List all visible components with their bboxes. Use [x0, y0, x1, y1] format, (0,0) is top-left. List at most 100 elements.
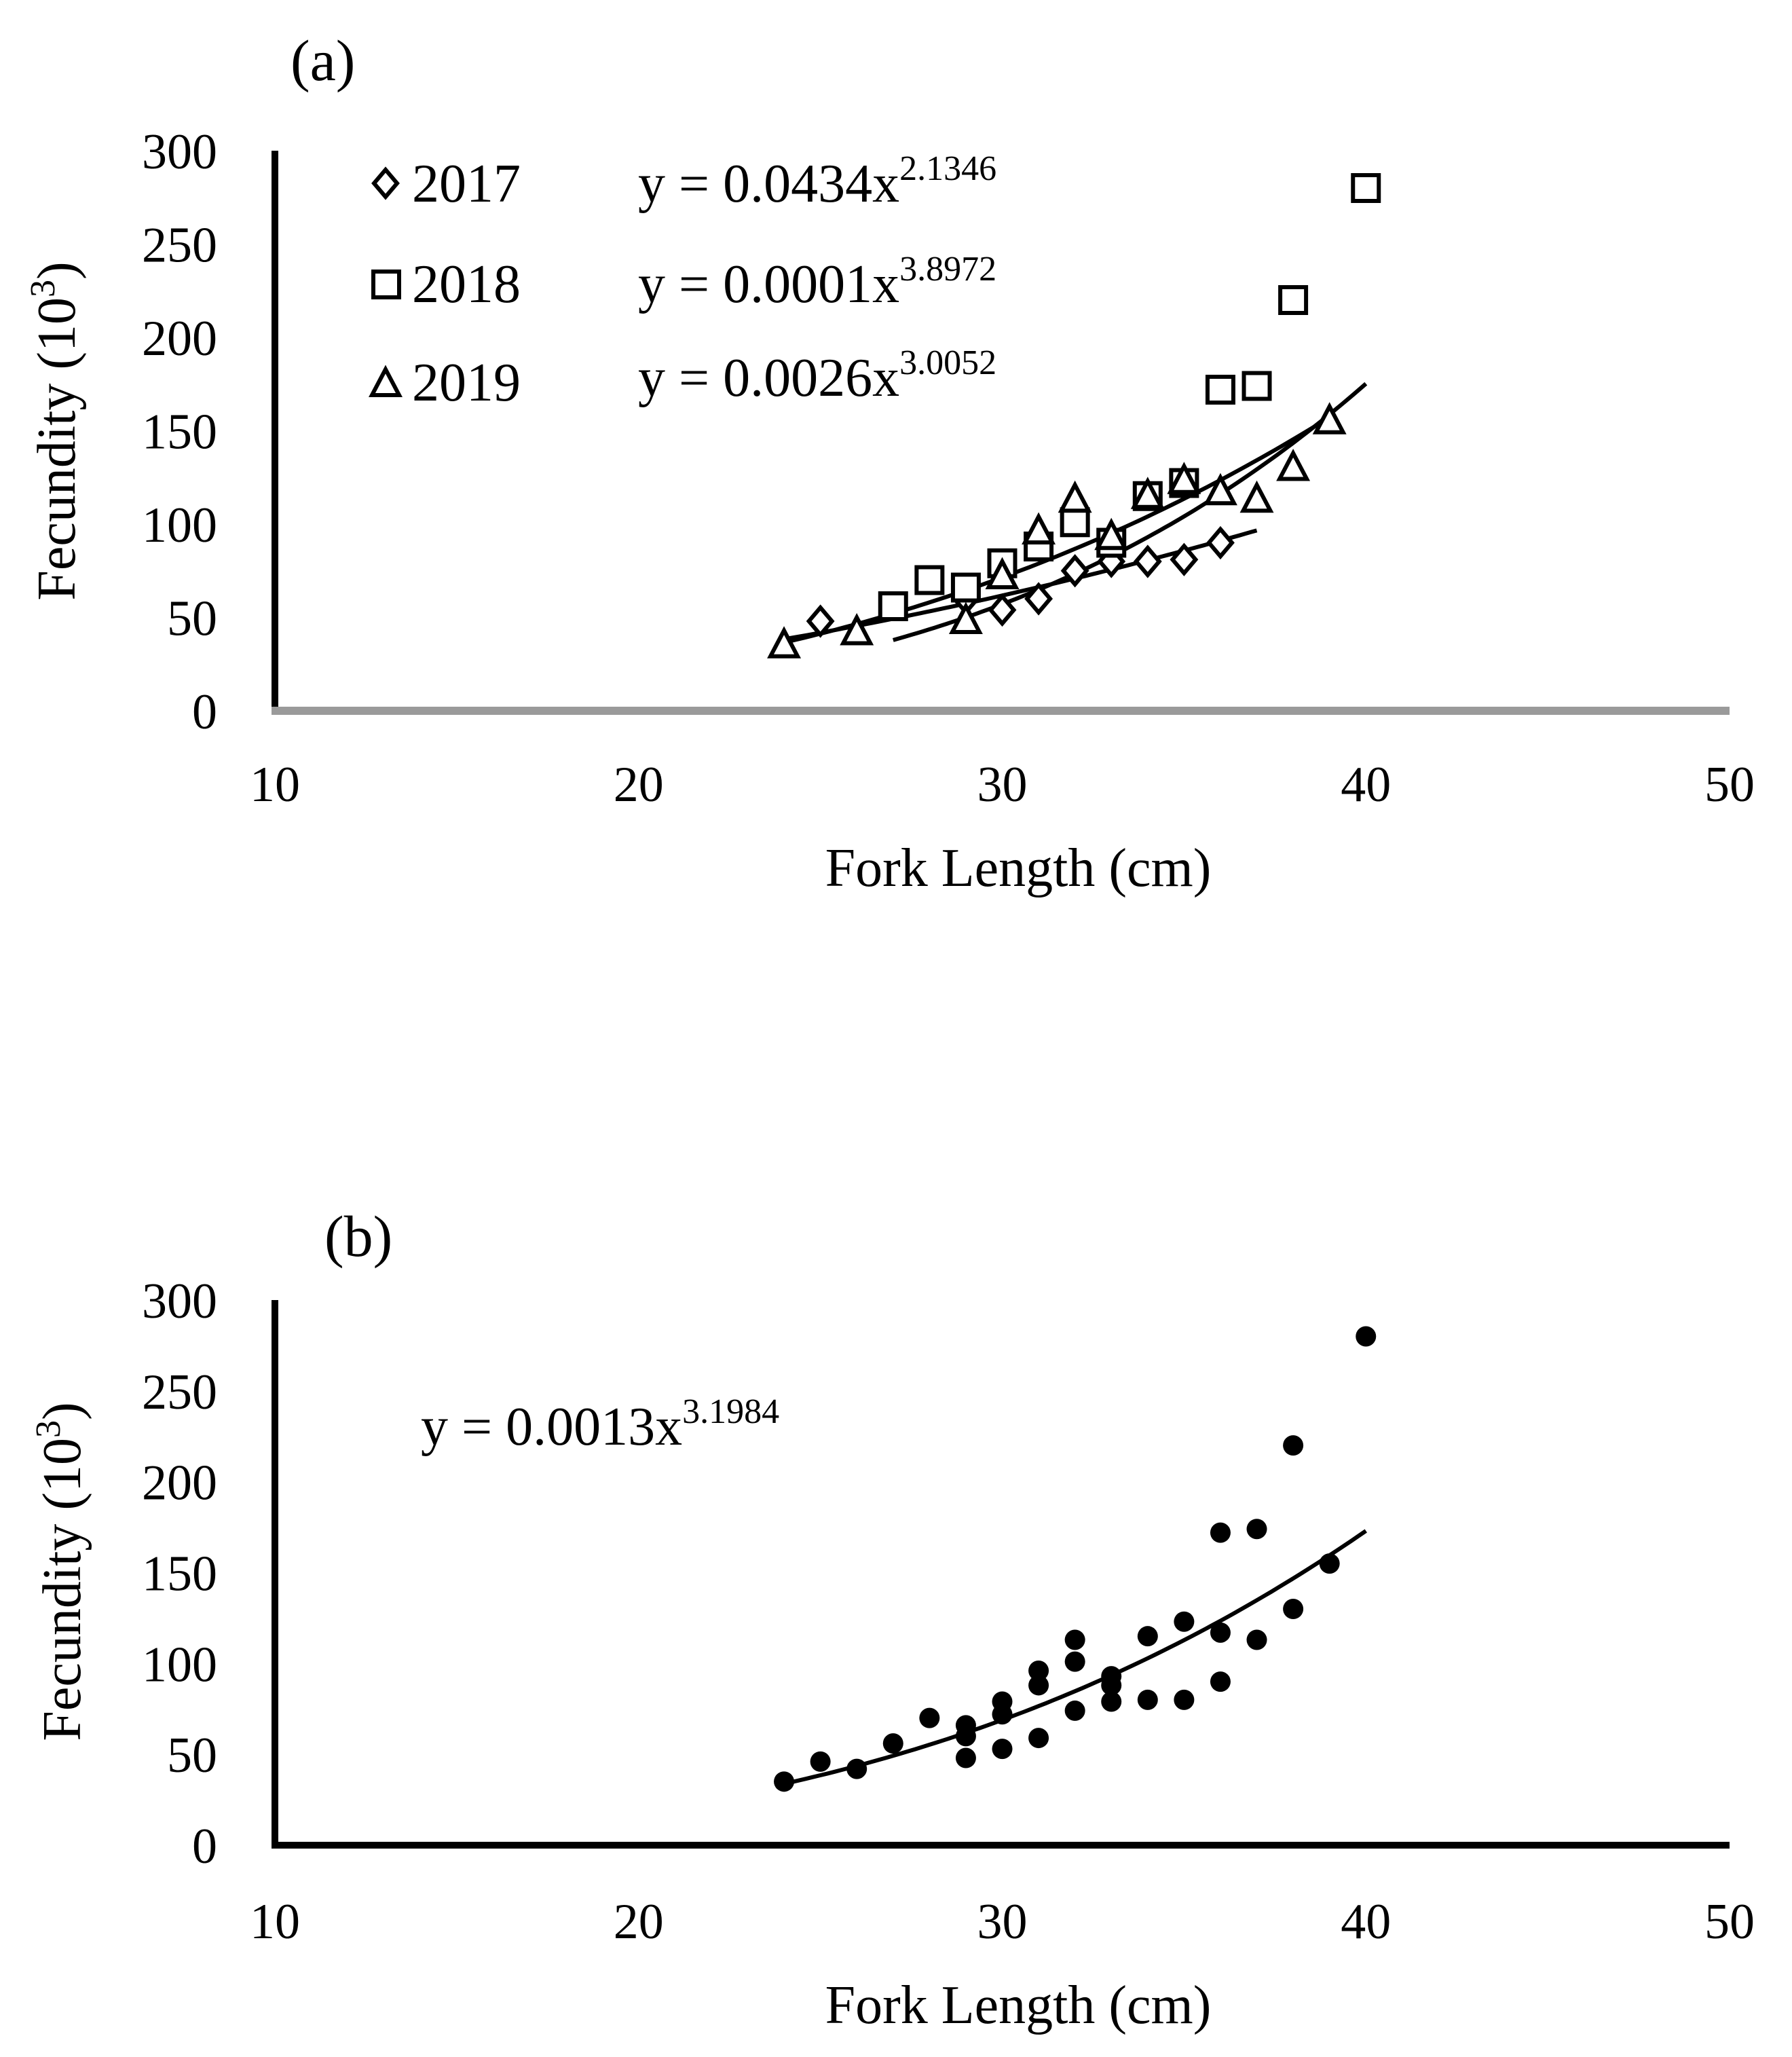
point-circle — [1246, 1629, 1267, 1650]
point-square — [914, 565, 945, 595]
point-diamond — [806, 604, 835, 638]
y-tick-label: 50 — [167, 591, 217, 647]
panel-b-label: (b) — [324, 1204, 392, 1269]
equation-2017: y = 0.0434x2.1346 — [638, 149, 996, 214]
legend-triangle-icon — [369, 365, 403, 397]
point-circle — [1283, 1435, 1304, 1456]
point-square — [1205, 375, 1235, 405]
point-circle — [992, 1704, 1013, 1725]
point-square — [1351, 173, 1381, 203]
point-circle — [846, 1758, 867, 1779]
point-circle — [1064, 1651, 1085, 1672]
point-triangle — [948, 601, 983, 634]
point-square — [878, 591, 908, 621]
point-circle — [882, 1733, 903, 1754]
point-circle — [1137, 1689, 1158, 1710]
point-circle — [1064, 1629, 1085, 1650]
x-tick-label: 40 — [1341, 1894, 1391, 1950]
point-triangle — [1203, 472, 1237, 506]
point-circle — [1174, 1611, 1195, 1632]
point-circle — [1028, 1728, 1049, 1749]
panel-b-y-title: Fecundity (103) — [29, 1402, 92, 1741]
y-tick-label: 0 — [192, 684, 217, 740]
equation-2019: y = 0.0026x3.0052 — [638, 344, 996, 408]
legend-item-2018: 2018 y = 0.0001x3.8972 — [371, 250, 996, 314]
panel-b: (b) 0 50 100 150 200 250 300 10 20 30 40 50 Fork L… — [29, 1204, 1755, 2035]
equation-all-years: y = 0.0013x3.1984 — [421, 1392, 779, 1457]
point-square — [1278, 285, 1309, 315]
panel-a-x-title: Fork Length (cm) — [825, 838, 1212, 898]
panel-b-x-ticks: 10 20 30 40 50 — [250, 1894, 1755, 1950]
x-tick-label: 10 — [250, 757, 300, 813]
panel-a-legend: 2017 y = 0.0434x2.1346 2018 y = 0.0001x3… — [369, 149, 996, 413]
point-diamond — [1206, 525, 1235, 560]
point-circle — [955, 1726, 976, 1747]
point-square — [950, 572, 981, 603]
panel-b-fit-lines — [783, 1529, 1367, 1786]
point-triangle — [1022, 512, 1056, 544]
point-triangle — [840, 613, 874, 646]
legend-item-2017: 2017 y = 0.0434x2.1346 — [371, 149, 996, 214]
x-tick-label: 30 — [977, 1894, 1028, 1950]
x-tick-label: 30 — [977, 757, 1028, 813]
x-tick-label: 20 — [614, 1894, 664, 1950]
point-triangle — [1239, 480, 1274, 513]
point-circle — [1174, 1689, 1195, 1710]
panel-b-y-ticks: 0 50 100 150 200 250 300 — [142, 1274, 217, 1874]
point-circle — [1028, 1675, 1049, 1696]
point-triangle — [1058, 480, 1092, 513]
point-triangle — [1276, 449, 1311, 481]
panel-a: (a) 0 50 100 150 200 250 300 10 20 30 40 50 Fork L… — [24, 28, 1755, 898]
equation-2018: y = 0.0001x3.8972 — [638, 250, 996, 314]
point-circle — [1101, 1675, 1122, 1696]
point-square — [1060, 507, 1090, 538]
y-tick-label: 150 — [142, 405, 217, 460]
point-diamond — [1170, 542, 1199, 576]
legend-diamond-icon — [371, 166, 400, 200]
y-tick-label: 200 — [142, 311, 217, 367]
point-circle — [1210, 1622, 1231, 1643]
x-tick-label: 50 — [1704, 757, 1755, 813]
y-tick-label: 100 — [142, 1637, 217, 1692]
point-triangle — [1094, 517, 1129, 551]
point-diamond — [1024, 582, 1053, 616]
point-circle — [1210, 1522, 1231, 1543]
fit-line-all-years — [783, 1529, 1367, 1786]
point-circle — [992, 1739, 1013, 1760]
panel-a-y-ticks: 0 50 100 150 200 250 300 — [142, 124, 217, 740]
point-circle — [810, 1751, 831, 1772]
x-tick-label: 40 — [1341, 757, 1391, 813]
point-diamond — [988, 593, 1017, 627]
panel-a-label: (a) — [291, 28, 355, 93]
point-triangle — [1167, 462, 1201, 494]
fit-line-2019 — [783, 415, 1331, 645]
point-triangle — [1130, 477, 1165, 509]
point-circle — [955, 1747, 976, 1768]
legend-label-2018: 2018 — [412, 255, 521, 314]
x-tick-label: 50 — [1704, 1894, 1755, 1950]
panel-a-y-title: Fecundity (103) — [24, 261, 87, 600]
legend-square-icon — [371, 270, 401, 299]
point-square — [1242, 371, 1272, 401]
y-tick-label: 200 — [142, 1456, 217, 1511]
point-triangle — [1312, 402, 1347, 434]
point-circle — [1064, 1700, 1085, 1721]
point-circle — [1319, 1553, 1340, 1574]
panel-b-x-title: Fork Length (cm) — [825, 1976, 1212, 2035]
point-diamond — [1133, 544, 1162, 578]
point-circle — [774, 1771, 795, 1792]
point-circle — [1028, 1661, 1049, 1682]
point-circle — [1137, 1626, 1158, 1647]
y-tick-label: 250 — [142, 218, 217, 274]
panel-a-x-ticks: 10 20 30 40 50 — [250, 757, 1755, 813]
y-tick-label: 150 — [142, 1546, 217, 1602]
point-triangle — [985, 557, 1020, 589]
legend-label-2017: 2017 — [412, 154, 521, 214]
y-tick-label: 300 — [142, 1274, 217, 1329]
y-tick-label: 250 — [142, 1365, 217, 1420]
point-circle — [919, 1707, 940, 1728]
legend-item-2019: 2019 y = 0.0026x3.0052 — [369, 344, 996, 413]
point-circle — [1356, 1326, 1377, 1347]
x-tick-label: 20 — [614, 757, 664, 813]
